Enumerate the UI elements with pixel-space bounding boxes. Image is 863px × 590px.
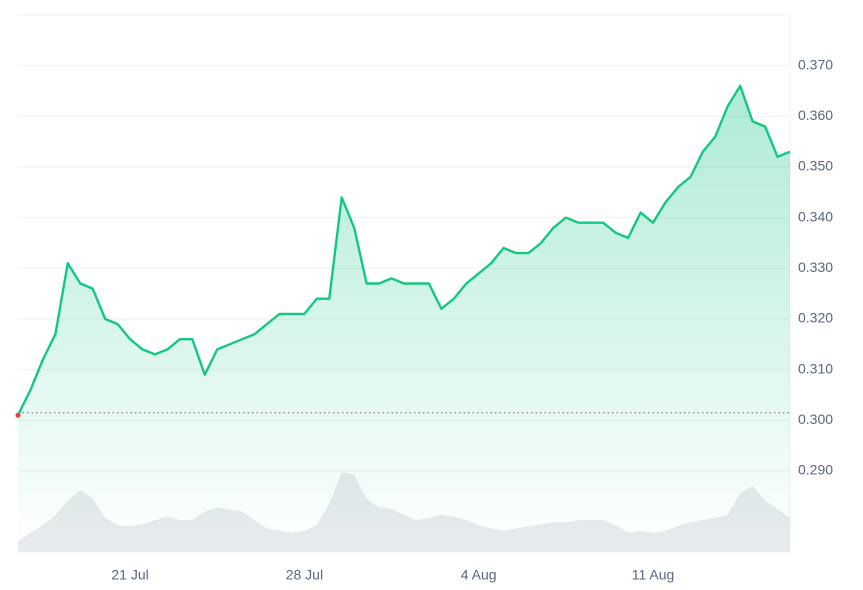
x-tick-label: 21 Jul bbox=[111, 567, 148, 583]
y-tick-label: 0.370 bbox=[798, 56, 833, 72]
start-point bbox=[15, 412, 21, 418]
y-tick-label: 0.340 bbox=[798, 208, 833, 224]
y-tick-label: 0.310 bbox=[798, 360, 833, 376]
y-tick-label: 0.300 bbox=[798, 411, 833, 427]
x-tick-label: 11 Aug bbox=[632, 567, 675, 583]
y-tick-label: 0.330 bbox=[798, 259, 833, 275]
y-tick-label: 0.350 bbox=[798, 158, 833, 174]
y-tick-label: 0.290 bbox=[798, 462, 833, 478]
price-area bbox=[18, 85, 790, 553]
price-line bbox=[16, 84, 791, 416]
x-tick-label: 4 Aug bbox=[461, 567, 497, 583]
y-tick-label: 0.320 bbox=[798, 310, 833, 326]
y-tick-label: 0.360 bbox=[798, 107, 833, 123]
x-tick-label: 28 Jul bbox=[286, 567, 323, 583]
